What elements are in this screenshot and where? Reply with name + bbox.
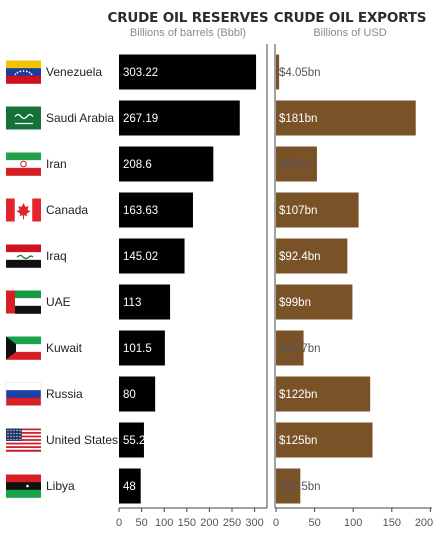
reserves-bar <box>119 376 156 412</box>
country-label-venezuela: Venezuela <box>46 65 102 79</box>
country-label-canada: Canada <box>46 203 88 217</box>
exports-value-label: $122bn <box>279 389 317 401</box>
country-label-russia: Russia <box>46 387 83 401</box>
exports-value-label: $125bn <box>279 435 317 447</box>
exports-bar <box>276 100 416 136</box>
reserves-value-label: 48 <box>123 481 136 493</box>
reserves-bar <box>119 422 144 458</box>
united-states-flag-icon <box>6 428 41 452</box>
reserves-subtitle: Billions of barrels (Bbbl) <box>130 27 246 39</box>
reserves-tick-label: 0 <box>116 517 122 529</box>
iraq-flag-icon <box>6 244 41 268</box>
venezuela-flag-icon <box>6 60 41 84</box>
reserves-bar <box>119 100 240 136</box>
country-label-saudi-arabia: Saudi Arabia <box>46 111 114 125</box>
uae-flag-icon <box>6 290 41 314</box>
country-label-uae: UAE <box>46 295 71 309</box>
reserves-tick-label: 150 <box>178 517 196 529</box>
reserves-value-label: 145.02 <box>123 251 158 263</box>
exports-value-label: $4.05bn <box>279 67 321 79</box>
reserves-tick-label: 250 <box>223 517 241 529</box>
exports-bar <box>276 238 348 274</box>
exports-tick-label: 200 <box>415 517 433 529</box>
exports-bar <box>276 54 280 90</box>
reserves-bar <box>119 468 141 504</box>
exports-bars: $4.05bn $181bn $53bn $107bn $92.4bn $99bn $35.… <box>276 54 416 504</box>
exports-bar <box>276 146 317 182</box>
exports-value-label: $181bn <box>279 113 317 125</box>
country-label-iraq: Iraq <box>46 249 67 263</box>
exports-bar <box>276 284 353 320</box>
country-label-libya: Libya <box>46 479 75 493</box>
reserves-bars: 303.22 267.19 208.6 163.63 145.02 113 101.5 80 5… <box>119 54 257 504</box>
reserves-bar <box>119 54 257 90</box>
exports-bar <box>276 192 359 228</box>
reserves-value-label: 208.6 <box>123 159 152 171</box>
country-label-iran: Iran <box>46 157 67 171</box>
exports-bar <box>276 468 301 504</box>
country-label-kuwait: Kuwait <box>46 341 83 355</box>
exports-tick-label: 0 <box>273 517 279 529</box>
exports-tick-label: 100 <box>344 517 362 529</box>
reserves-bar <box>119 284 171 320</box>
reserves-tick-label: 200 <box>200 517 218 529</box>
reserves-bar <box>119 238 185 274</box>
exports-bar <box>276 422 373 458</box>
flags <box>5 60 42 498</box>
reserves-tick-label: 50 <box>135 517 147 529</box>
exports-value-label: $53bn <box>279 159 311 171</box>
exports-value-label: $92.4bn <box>279 251 321 263</box>
reserves-bar <box>119 192 193 228</box>
exports-value-label: $107bn <box>279 205 317 217</box>
exports-tick-label: 150 <box>383 517 401 529</box>
reserves-value-label: 113 <box>123 297 141 309</box>
exports-tick-label: 50 <box>308 517 320 529</box>
exports-bar <box>276 376 371 412</box>
kuwait-flag-icon <box>6 336 41 360</box>
reserves-value-label: 101.5 <box>123 343 152 355</box>
reserves-value-label: 163.63 <box>123 205 158 217</box>
libya-flag-icon <box>6 474 41 498</box>
exports-value-label: $35.7bn <box>279 343 321 355</box>
exports-subtitle: Billions of USD <box>313 27 386 39</box>
exports-value-label: $31.5bn <box>279 481 321 493</box>
reserves-value-label: 55.2 <box>123 435 145 447</box>
russia-flag-icon <box>5 382 42 406</box>
x-ticks: 0 50 100 150 200 250 300 0 50 100 150 200 <box>116 508 433 529</box>
exports-bar <box>276 330 304 366</box>
country-labels: Venezuela Saudi Arabia Iran Canada Iraq UAE Ku… <box>46 65 118 493</box>
exports-title: CRUDE OIL EXPORTS <box>274 10 427 26</box>
iran-flag-icon <box>6 152 41 176</box>
reserves-value-label: 303.22 <box>123 67 158 79</box>
reserves-tick-label: 100 <box>155 517 173 529</box>
reserves-tick-label: 300 <box>245 517 263 529</box>
exports-value-label: $99bn <box>279 297 311 309</box>
reserves-bar <box>119 330 165 366</box>
reserves-value-label: 267.19 <box>123 113 158 125</box>
saudi-arabia-flag-icon <box>6 106 41 130</box>
reserves-bar <box>119 146 214 182</box>
canada-flag-icon <box>6 198 41 222</box>
reserves-title: CRUDE OIL RESERVES <box>108 10 269 26</box>
country-label-united-states: United States <box>46 433 118 447</box>
reserves-value-label: 80 <box>123 389 136 401</box>
